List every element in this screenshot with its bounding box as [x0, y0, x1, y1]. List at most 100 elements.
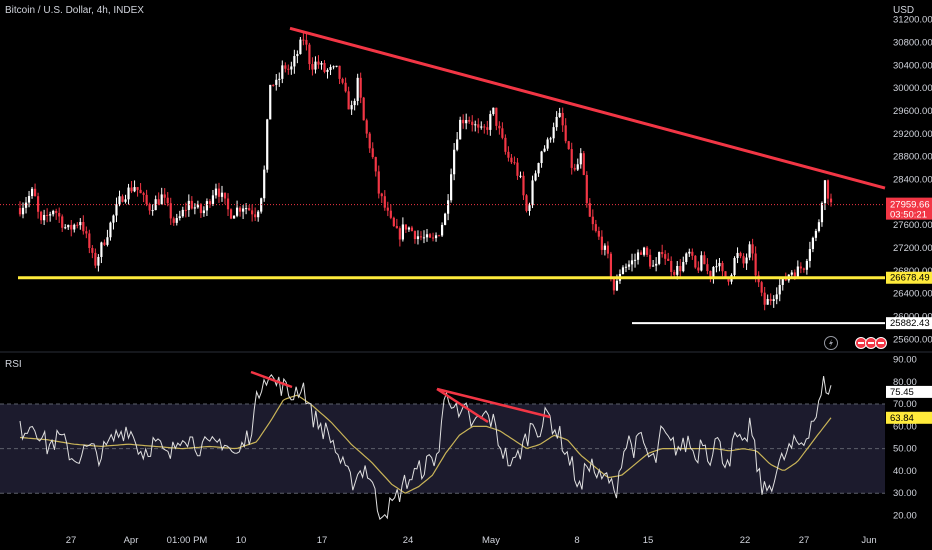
rsi-tick-label: 40.00 — [893, 466, 917, 477]
candle-up — [281, 65, 284, 79]
candle-down — [826, 180, 830, 199]
candle-up — [407, 227, 411, 230]
price-tick-label: 28400.00 — [893, 175, 932, 186]
candle-up — [781, 277, 784, 285]
time-tick-label: 17 — [317, 535, 328, 546]
candle-down — [287, 68, 290, 70]
candle-down — [395, 226, 398, 229]
candle-down — [510, 157, 513, 163]
candle-up — [332, 66, 335, 68]
candle-up — [790, 272, 793, 275]
candle-up — [356, 77, 359, 101]
candle-down — [724, 271, 727, 277]
candle-down — [600, 236, 603, 250]
candle-up — [447, 200, 450, 214]
candle-up — [733, 258, 736, 275]
candle-down — [302, 39, 305, 41]
time-tick-label: 27 — [799, 535, 810, 546]
candle-down — [36, 196, 40, 212]
flag-stripe — [868, 342, 874, 344]
candle-down — [121, 196, 124, 202]
candle-up — [214, 188, 218, 196]
candle-up — [459, 119, 462, 140]
time-tick-label: 15 — [643, 535, 654, 546]
candle-down — [40, 211, 43, 221]
candle-down — [799, 266, 802, 269]
candle-down — [251, 210, 254, 215]
candle-down — [368, 133, 371, 149]
rsi-value-badge-bg — [886, 385, 932, 398]
rsi-ma-value-badge: 63.84 — [890, 413, 914, 424]
candle-down — [597, 230, 600, 237]
rsi-ma-value-badge-bg — [886, 411, 932, 424]
time-tick-label: 01:00 PM — [167, 535, 208, 546]
candle-down — [694, 255, 697, 268]
candle-down — [199, 204, 202, 214]
candle-up — [766, 299, 769, 305]
candle-up — [796, 266, 799, 277]
candle-up — [434, 235, 438, 239]
rsi-tick-label: 20.00 — [893, 511, 917, 522]
candle-down — [769, 299, 772, 302]
price-tick-label: 26400.00 — [893, 289, 932, 300]
rsi-label: RSI — [5, 359, 22, 370]
candle-down — [567, 141, 570, 150]
candle-down — [751, 244, 754, 254]
rsi-line — [19, 373, 832, 520]
candle-up — [245, 208, 248, 210]
candle-down — [437, 235, 441, 237]
candle-down — [739, 252, 742, 257]
lightning-icon[interactable] — [824, 336, 838, 350]
candle-down — [248, 208, 251, 211]
candle-down — [829, 198, 833, 203]
candle-down — [223, 192, 227, 199]
candle-up — [425, 234, 429, 238]
candle-down — [697, 267, 700, 271]
price-tick-label: 29200.00 — [893, 129, 932, 140]
candle-down — [763, 292, 766, 305]
candle-down — [46, 214, 49, 216]
candle-up — [555, 116, 558, 128]
price-tick-label: 28800.00 — [893, 152, 932, 163]
candle-up — [112, 215, 115, 223]
candle-down — [501, 128, 504, 138]
rsi-pane[interactable] — [0, 370, 885, 520]
candle-down — [570, 149, 573, 168]
icon-row[interactable] — [824, 336, 887, 350]
candle-up — [326, 69, 329, 72]
candle-up — [100, 242, 103, 257]
rsi-tick-label: 50.00 — [893, 444, 917, 455]
candle-down — [525, 195, 528, 211]
candle-down — [308, 44, 311, 65]
flag-stripe — [858, 342, 864, 344]
candle-down — [305, 39, 308, 45]
candle-up — [21, 207, 25, 215]
candle-down — [238, 207, 242, 212]
candle-down — [507, 151, 510, 158]
candle-up — [232, 215, 236, 219]
time-tick-label: May — [482, 535, 500, 546]
candle-down — [588, 203, 591, 217]
candle-down — [649, 254, 652, 267]
candle-up — [160, 194, 163, 205]
candle-down — [163, 194, 166, 198]
candle-down — [573, 167, 576, 170]
candle-down — [272, 84, 275, 86]
candle-up — [655, 263, 658, 266]
candle-up — [450, 174, 453, 201]
price-pane[interactable] — [0, 26, 932, 353]
candle-up — [576, 164, 579, 170]
countdown-badge: 03:50:21 — [890, 210, 927, 221]
candle-up — [624, 266, 628, 268]
candle-down — [347, 91, 350, 110]
candle-up — [543, 148, 546, 152]
candle-up — [118, 196, 121, 205]
candle-up — [443, 213, 447, 225]
candle-down — [166, 197, 169, 204]
price-tick-label: 30800.00 — [893, 38, 932, 49]
candle-down — [341, 78, 344, 83]
candle-down — [504, 137, 507, 152]
candle-down — [208, 201, 212, 204]
candle-up — [636, 252, 640, 260]
